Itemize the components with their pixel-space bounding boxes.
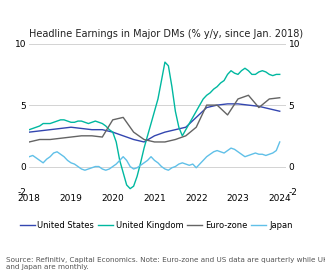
Euro-zone	[267, 97, 271, 101]
Euro-zone	[246, 94, 250, 97]
Euro-zone	[48, 138, 52, 141]
United States	[80, 127, 84, 130]
Euro-zone	[142, 138, 146, 141]
United Kingdom	[250, 73, 254, 76]
Japan	[246, 154, 250, 157]
Euro-zone	[80, 134, 84, 138]
Japan	[86, 167, 90, 171]
Japan	[257, 153, 261, 156]
Euro-zone	[215, 103, 219, 107]
United States	[121, 134, 125, 138]
United Kingdom	[83, 121, 87, 124]
United Kingdom	[260, 69, 264, 72]
United States	[257, 105, 261, 108]
Text: Headline Earnings in Major DMs (% y/y, since Jan. 2018): Headline Earnings in Major DMs (% y/y, s…	[29, 29, 303, 39]
Line: Japan: Japan	[29, 142, 280, 170]
United States	[226, 102, 229, 106]
Euro-zone	[121, 116, 125, 119]
Legend: United States, United Kingdom, Euro-zone, Japan: United States, United Kingdom, Euro-zone…	[16, 218, 296, 233]
Line: Euro-zone: Euro-zone	[29, 95, 280, 142]
United Kingdom	[128, 187, 132, 190]
Japan	[278, 140, 282, 144]
United Kingdom	[156, 97, 160, 101]
Japan	[240, 153, 243, 156]
United States	[205, 106, 209, 109]
United States	[267, 107, 271, 111]
Euro-zone	[226, 113, 229, 117]
United States	[236, 102, 240, 106]
United States	[246, 103, 250, 107]
United States	[58, 127, 62, 130]
United States	[38, 129, 42, 133]
Japan	[156, 161, 160, 164]
Line: United Kingdom: United Kingdom	[29, 62, 280, 189]
United States	[215, 103, 219, 107]
United States	[152, 134, 156, 138]
Euro-zone	[132, 130, 136, 134]
United States	[194, 116, 198, 119]
United States	[184, 126, 188, 129]
Euro-zone	[152, 140, 156, 144]
United States	[69, 126, 73, 129]
United States	[174, 128, 177, 131]
United Kingdom	[111, 130, 115, 134]
Euro-zone	[257, 106, 261, 109]
United Kingdom	[278, 73, 282, 76]
Euro-zone	[58, 137, 62, 140]
Line: United States: United States	[29, 104, 280, 142]
United Kingdom	[163, 61, 167, 64]
United States	[132, 138, 136, 141]
Euro-zone	[194, 126, 198, 129]
Japan	[27, 155, 31, 158]
United Kingdom	[27, 128, 31, 131]
Euro-zone	[90, 134, 94, 138]
United States	[111, 130, 115, 134]
Euro-zone	[100, 135, 104, 139]
United States	[142, 140, 146, 144]
United States	[27, 130, 31, 134]
Euro-zone	[174, 138, 177, 141]
Euro-zone	[69, 135, 73, 139]
United States	[100, 128, 104, 131]
Euro-zone	[184, 134, 188, 138]
United States	[48, 128, 52, 131]
Japan	[114, 162, 118, 166]
Euro-zone	[27, 140, 31, 144]
United Kingdom	[243, 67, 247, 70]
Text: Source: Refinitiv, Capital Economics. Note: Euro-zone and US data are quarterly : Source: Refinitiv, Capital Economics. No…	[6, 257, 325, 270]
Euro-zone	[163, 140, 167, 144]
Euro-zone	[205, 103, 209, 107]
United States	[278, 110, 282, 113]
United States	[90, 128, 94, 131]
United States	[163, 130, 167, 134]
Euro-zone	[38, 138, 42, 141]
Euro-zone	[236, 97, 240, 101]
Japan	[83, 169, 87, 172]
Euro-zone	[111, 118, 115, 121]
Euro-zone	[278, 96, 282, 99]
